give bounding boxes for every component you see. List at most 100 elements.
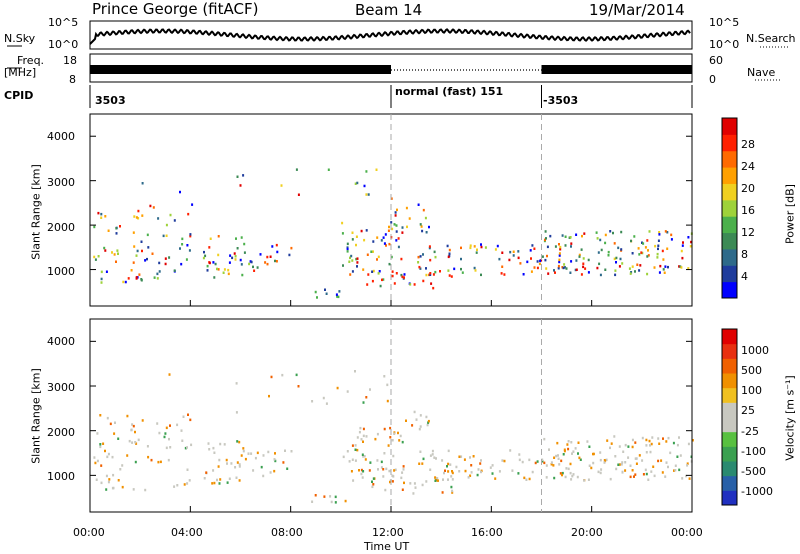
velocity-cell: [419, 414, 422, 417]
power-cell: [557, 267, 560, 270]
power-cell: [657, 239, 660, 242]
power-cell: [115, 227, 118, 230]
power-cell: [609, 230, 612, 233]
power-cell: [670, 238, 673, 241]
velocity-cell: [93, 456, 96, 459]
velocity-cell: [435, 457, 437, 460]
velocity-cell: [393, 469, 396, 472]
velocity-cell: [252, 469, 255, 472]
velocity-cell: [657, 459, 660, 463]
power-cell: [391, 274, 394, 278]
velocity-cell: [503, 459, 506, 463]
power-cell: [453, 267, 456, 271]
power-cell: [446, 244, 449, 248]
power-cell: [617, 246, 620, 250]
power-cell: [582, 262, 585, 265]
velocity-cell: [553, 476, 556, 480]
velocity-cell: [509, 449, 512, 452]
velocity-cell: [652, 465, 655, 468]
power-cell: [346, 246, 349, 249]
power-cell: [222, 271, 225, 274]
power-cell: [533, 266, 536, 269]
velocity-cell: [658, 442, 661, 445]
power-cell: [355, 235, 358, 238]
power-cell: [137, 209, 140, 213]
power-cell: [563, 263, 566, 266]
velocity-cell: [600, 468, 603, 471]
velocity-cell: [470, 471, 473, 474]
velocity-cell: [409, 482, 412, 485]
power-cell: [562, 266, 565, 270]
power-cell: [434, 270, 437, 274]
velocity-cell: [159, 460, 162, 464]
velocity-cell: [371, 480, 373, 483]
power-cell: [208, 246, 211, 249]
power-cell: [356, 181, 359, 185]
power-cell: [127, 277, 130, 280]
power-cell: [530, 257, 532, 260]
velocity-cell: [451, 471, 454, 475]
velocity-cell: [615, 467, 618, 471]
power-cell: [141, 182, 144, 185]
power-cell: [613, 257, 616, 261]
power-cell: [400, 273, 403, 277]
velocity-cell: [570, 441, 573, 444]
power-cell: [661, 249, 664, 253]
power-cell: [384, 233, 387, 236]
power-cell: [596, 237, 599, 240]
velocity-cell: [447, 478, 449, 481]
power-cell: [578, 253, 581, 257]
velocity-cell: [560, 459, 563, 463]
velocity-cell: [599, 451, 602, 454]
power-cell: [663, 271, 666, 274]
velocity-cell: [419, 425, 422, 428]
power-cell: [687, 267, 690, 270]
velocity-colorbar-swatch: [722, 475, 737, 491]
velocity-cell: [260, 465, 263, 469]
velocity-cell: [571, 452, 573, 455]
power-cell: [385, 244, 387, 247]
power-cell: [346, 247, 349, 251]
velocity-cell: [550, 463, 553, 466]
power-cell: [570, 260, 573, 263]
power-cell: [233, 252, 236, 255]
velocity-cell: [577, 452, 579, 455]
velocity-cell: [667, 436, 670, 440]
velocity-cell: [169, 446, 172, 449]
power-cell: [681, 256, 684, 260]
power-cell: [363, 184, 366, 188]
power-cell: [271, 245, 274, 248]
nave-tick-top: 60: [709, 54, 723, 67]
velocity-cell: [614, 455, 617, 458]
velocity-cell: [362, 401, 365, 404]
velocity-cell: [182, 415, 185, 418]
power-cell: [388, 242, 391, 246]
power-cell: [153, 276, 156, 279]
power-cell: [689, 245, 692, 248]
velocity-cell: [126, 454, 129, 457]
power-cell: [580, 248, 583, 251]
power-cell: [631, 252, 634, 255]
velocity-cell: [427, 421, 430, 424]
power-cell: [209, 237, 212, 240]
power-cell: [179, 190, 181, 194]
velocity-cell: [688, 477, 691, 480]
power-cell: [217, 235, 220, 238]
velocity-cell: [578, 456, 581, 460]
noise-sky-line: [89, 28, 691, 45]
velocity-cell: [531, 470, 534, 474]
power-cell: [204, 254, 207, 258]
velocity-cell: [290, 450, 293, 453]
velocity-cell: [329, 495, 332, 498]
power-cell: [658, 233, 661, 236]
velocity-cell: [425, 480, 428, 483]
velocity-cell: [413, 410, 416, 414]
velocity-cell: [388, 469, 391, 473]
velocity-cell: [599, 458, 602, 462]
velocity-cell: [274, 459, 277, 463]
velocity-cell: [401, 488, 404, 491]
velocity-cell: [681, 477, 684, 480]
velocity-cell: [176, 423, 179, 427]
power-cell: [522, 273, 525, 276]
velocity-cell: [354, 459, 357, 462]
